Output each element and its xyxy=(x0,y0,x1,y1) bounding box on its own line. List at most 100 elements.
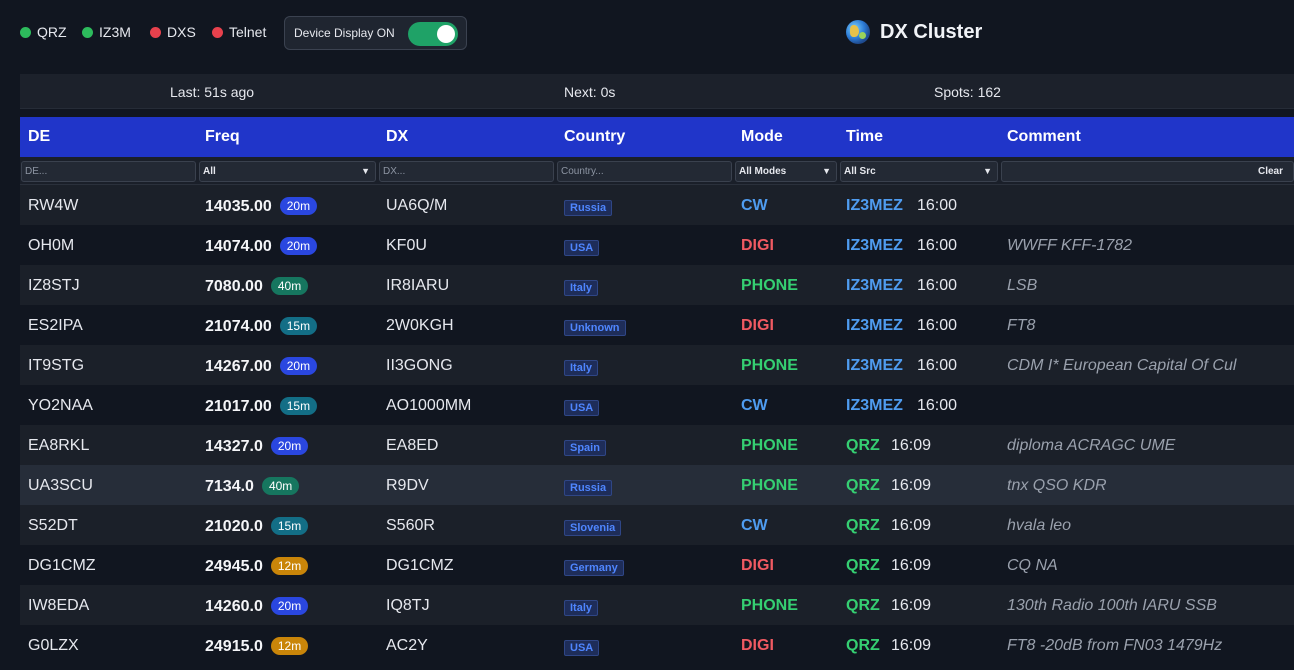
cell-dx[interactable]: 2W0KGH xyxy=(386,317,454,334)
cell-mode: CW xyxy=(741,517,768,534)
table-row[interactable]: S52DT 21020.0 15m S560R Slovenia CW QRZ 16:09 hv… xyxy=(20,505,1294,545)
cell-dx[interactable]: AO1000MM xyxy=(386,397,472,414)
cell-dx[interactable]: DG1CMZ xyxy=(386,557,454,574)
table-row[interactable]: IT9STG 14267.00 20m II3GONG Italy PHONE IZ3MEZ… xyxy=(20,345,1294,385)
freq-filter-value: All xyxy=(203,166,216,177)
cell-freq: 14267.00 20m xyxy=(205,357,318,376)
country-filter-input[interactable]: Country... xyxy=(557,161,732,182)
band-badge: 20m xyxy=(279,237,318,255)
cell-time: 16:00 xyxy=(917,357,958,374)
top-bar: QRZ IZ3M DXS Telnet Device Display ON DX… xyxy=(0,0,1294,66)
country-tag: Russia xyxy=(564,200,613,216)
cell-source: QRZ xyxy=(846,557,880,574)
cell-time: 16:00 xyxy=(917,197,958,214)
status-label: QRZ xyxy=(37,24,67,40)
spot-count: Spots: 162 xyxy=(934,84,1001,100)
table-row[interactable]: OH0M 14074.00 20m KF0U USA DIGI IZ3MEZ 16:00 WWF… xyxy=(20,225,1294,265)
table-row[interactable]: ES2IPA 21074.00 15m 2W0KGH Unknown DIGI IZ3MEZ… xyxy=(20,305,1294,345)
freq-value: 14267.00 xyxy=(205,358,272,375)
status-label: IZ3M xyxy=(99,24,131,40)
globe-icon xyxy=(846,20,870,44)
cell-mode: DIGI xyxy=(741,237,774,254)
table-row[interactable]: G0LZX 24915.0 12m AC2Y USA DIGI QRZ 16:09 FT8 -2… xyxy=(20,625,1294,665)
cell-freq: 24945.0 12m xyxy=(205,557,309,576)
cell-dx[interactable]: IR8IARU xyxy=(386,277,450,294)
table-row[interactable]: IZ8STJ 7080.00 40m IR8IARU Italy PHONE IZ3MEZ 1… xyxy=(20,265,1294,305)
cell-de: DG1CMZ xyxy=(28,557,96,574)
cell-source: QRZ xyxy=(846,517,880,534)
cell-country: Spain xyxy=(564,438,606,456)
mode-filter-select[interactable]: All Modes ▼ xyxy=(735,161,837,182)
cell-dx[interactable]: IQ8TJ xyxy=(386,597,430,614)
cell-dx[interactable]: AC2Y xyxy=(386,637,428,654)
table-row[interactable]: UA3SCU 7134.0 40m R9DV Russia PHONE QRZ 16:09 tn… xyxy=(20,465,1294,505)
cell-country: Russia xyxy=(564,198,613,216)
col-mode[interactable]: Mode xyxy=(741,128,783,145)
status-label: DXS xyxy=(167,24,196,40)
device-display-toggle[interactable]: Device Display ON xyxy=(284,16,467,50)
country-tag: USA xyxy=(564,240,600,256)
cell-freq: 14074.00 20m xyxy=(205,237,318,256)
band-badge: 20m xyxy=(279,197,318,215)
freq-filter-select[interactable]: All ▼ xyxy=(199,161,376,182)
dx-filter-input[interactable]: DX... xyxy=(379,161,554,182)
status-dot-icon xyxy=(212,26,223,38)
cell-comment: 130th Radio 100th IARU SSB xyxy=(1007,597,1217,614)
cell-dx[interactable]: II3GONG xyxy=(386,357,453,374)
cell-de: ES2IPA xyxy=(28,317,83,334)
band-badge: 40m xyxy=(270,277,309,295)
cell-source: QRZ xyxy=(846,597,880,614)
table-row[interactable]: RW4W 14035.00 20m UA6Q/M Russia CW IZ3MEZ 16:00 xyxy=(20,185,1294,225)
cell-source: IZ3MEZ xyxy=(846,197,903,214)
cell-time: 16:00 xyxy=(917,277,958,294)
cell-de: RW4W xyxy=(28,197,79,214)
table-row[interactable]: EA8RKL 14327.0 20m EA8ED Spain PHONE QRZ 16:09 d… xyxy=(20,425,1294,465)
device-display-label: Device Display ON xyxy=(294,26,395,40)
freq-value: 7080.00 xyxy=(205,278,263,295)
cell-country: Slovenia xyxy=(564,518,622,536)
band-badge: 20m xyxy=(279,357,318,375)
cell-dx[interactable]: S560R xyxy=(386,517,435,534)
cell-mode: CW xyxy=(741,197,768,214)
col-country[interactable]: Country xyxy=(564,128,626,145)
status-dot-icon xyxy=(20,26,31,38)
clear-filters-button[interactable]: Clear xyxy=(1001,161,1294,182)
last-update: Last: 51s ago xyxy=(170,84,255,100)
freq-value: 21017.00 xyxy=(205,398,272,415)
col-freq[interactable]: Freq xyxy=(205,128,240,145)
de-filter-input[interactable]: DE... xyxy=(21,161,196,182)
cell-dx[interactable]: EA8ED xyxy=(386,437,439,454)
table-row[interactable]: YO2NAA 21017.00 15m AO1000MM USA CW IZ3MEZ 16:0… xyxy=(20,385,1294,425)
source-filter-select[interactable]: All Src ▼ xyxy=(840,161,998,182)
country-tag: Spain xyxy=(564,440,606,456)
table-row[interactable]: IW8EDA 14260.0 20m IQ8TJ Italy PHONE QRZ 16:09 1… xyxy=(20,585,1294,625)
country-tag: USA xyxy=(564,640,600,656)
col-de[interactable]: DE xyxy=(28,128,51,145)
cell-comment: tnx QSO KDR xyxy=(1007,477,1107,494)
cell-source: IZ3MEZ xyxy=(846,277,903,294)
cell-country: Italy xyxy=(564,278,599,296)
cell-dx[interactable]: R9DV xyxy=(386,477,429,494)
info-bar: Last: 51s ago Next: 0s Spots: 162 xyxy=(20,74,1294,109)
col-time[interactable]: Time xyxy=(846,128,884,145)
cell-freq: 21020.0 15m xyxy=(205,517,309,536)
cell-country: Unknown xyxy=(564,318,626,336)
cell-dx[interactable]: UA6Q/M xyxy=(386,197,448,214)
cell-de: UA3SCU xyxy=(28,477,93,494)
col-dx[interactable]: DX xyxy=(386,128,409,145)
freq-value: 14260.0 xyxy=(205,598,263,615)
mode-filter-value: All Modes xyxy=(739,166,787,177)
band-badge: 40m xyxy=(261,477,300,495)
cell-time: 16:09 xyxy=(891,637,932,654)
status-iz3m: IZ3M xyxy=(82,24,131,40)
cell-source: QRZ xyxy=(846,437,880,454)
cell-dx[interactable]: KF0U xyxy=(386,237,427,254)
col-comment[interactable]: Comment xyxy=(1007,128,1081,145)
cell-source: IZ3MEZ xyxy=(846,357,903,374)
table-row[interactable]: DG1CMZ 24945.0 12m DG1CMZ Germany DIGI QRZ 16:0… xyxy=(20,545,1294,585)
cell-mode: DIGI xyxy=(741,317,774,334)
freq-value: 24915.0 xyxy=(205,638,263,655)
cell-freq: 14327.0 20m xyxy=(205,437,309,456)
cell-country: Italy xyxy=(564,598,599,616)
device-display-switch[interactable] xyxy=(408,22,458,46)
